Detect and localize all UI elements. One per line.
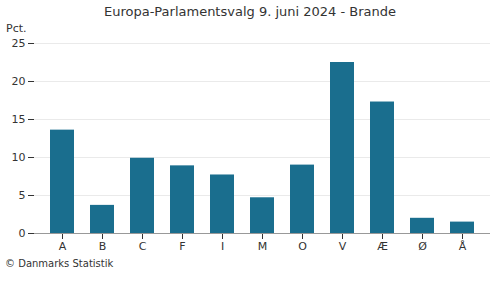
svg-text:C: C: [139, 240, 147, 253]
svg-text:Æ: Æ: [377, 240, 388, 253]
svg-text:O: O: [298, 240, 307, 253]
svg-text:5: 5: [19, 189, 26, 202]
svg-text:10: 10: [12, 151, 26, 164]
svg-text:15: 15: [12, 113, 26, 126]
svg-text:Ø: Ø: [418, 240, 427, 253]
html-text:© Danmarks Statistik: © Danmarks Statistik: [5, 258, 114, 269]
svg-text:Å: Å: [459, 240, 467, 253]
svg-text:0: 0: [19, 227, 26, 240]
svg-text:20: 20: [12, 75, 26, 88]
svg-text:A: A: [59, 240, 67, 253]
svg-text:25: 25: [12, 37, 26, 50]
svg-text:V: V: [339, 240, 347, 253]
svg-text:F: F: [179, 240, 185, 253]
html-text:Pct.: Pct.: [6, 22, 27, 35]
svg-text:B: B: [99, 240, 107, 253]
html-text:Europa-Parlamentsvalg 9. juni: Europa-Parlamentsvalg 9. juni 2024 - Bra…: [104, 4, 396, 19]
svg-text:I: I: [221, 240, 224, 253]
svg-text:M: M: [258, 240, 268, 253]
